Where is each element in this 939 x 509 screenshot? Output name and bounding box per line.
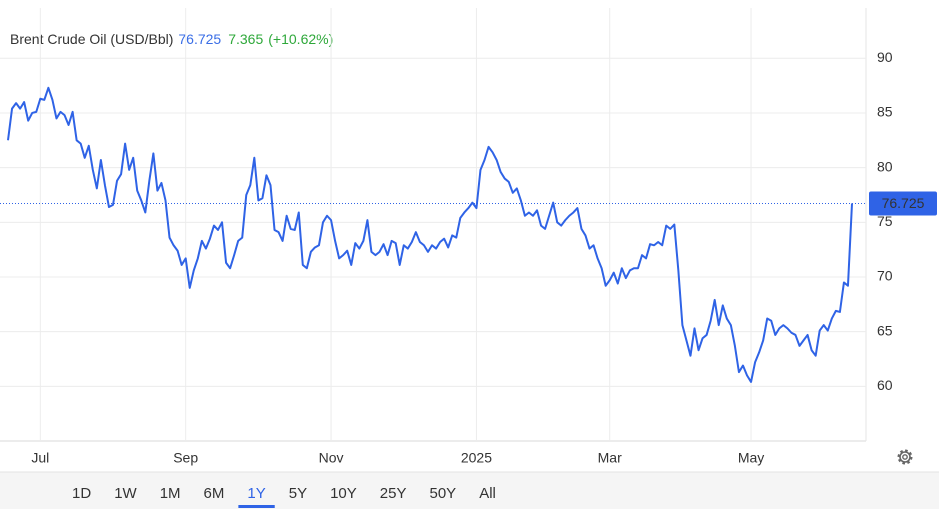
settings-icon[interactable] [897, 449, 913, 465]
x-tick-label: May [738, 450, 764, 466]
y-tick-label: 65 [877, 322, 893, 338]
y-tick-label: 60 [877, 377, 893, 393]
range-bar [0, 472, 939, 509]
x-tick-label: 2025 [461, 450, 492, 466]
x-tick-label: Jul [31, 450, 49, 466]
last-price: 76.725 [178, 31, 221, 47]
price-line [7, 86, 853, 383]
grid [0, 8, 866, 441]
y-tick-label: 75 [877, 213, 893, 229]
range-button[interactable]: 5Y [289, 485, 307, 502]
change: 7.365 [228, 31, 263, 47]
range-button[interactable]: All [479, 485, 496, 502]
settings-cog [897, 449, 913, 465]
range-button[interactable]: 1W [114, 485, 137, 502]
y-tick-label: 85 [877, 104, 893, 120]
range-button[interactable]: 6M [204, 485, 225, 502]
y-tick-label: 80 [877, 158, 893, 174]
x-tick-label: Nov [319, 450, 344, 466]
last-price-label: 76.725 [882, 195, 925, 211]
change-percent: (+10.62%) [268, 31, 333, 47]
range-button[interactable]: 1M [160, 485, 181, 502]
chart-title: Brent Crude Oil (USD/Bbl) [10, 31, 173, 47]
y-tick-label: 70 [877, 268, 893, 284]
settings-ring [899, 451, 911, 463]
settings-hub [902, 454, 908, 460]
last-price-box [869, 191, 937, 216]
y-tick-label: 90 [877, 49, 893, 65]
range-button[interactable]: 10Y [330, 485, 357, 502]
range-selected-underline [238, 505, 275, 508]
range-button[interactable]: 50Y [430, 485, 457, 502]
range-button[interactable]: 1Y [247, 485, 265, 502]
header: Brent Crude Oil (USD/Bbl) 76.725 7.365 (+10… [10, 31, 333, 47]
range-button[interactable]: 25Y [380, 485, 407, 502]
range-button[interactable]: 1D [72, 485, 91, 502]
x-tick-label: Mar [598, 450, 622, 466]
x-tick-label: Sep [173, 450, 198, 466]
